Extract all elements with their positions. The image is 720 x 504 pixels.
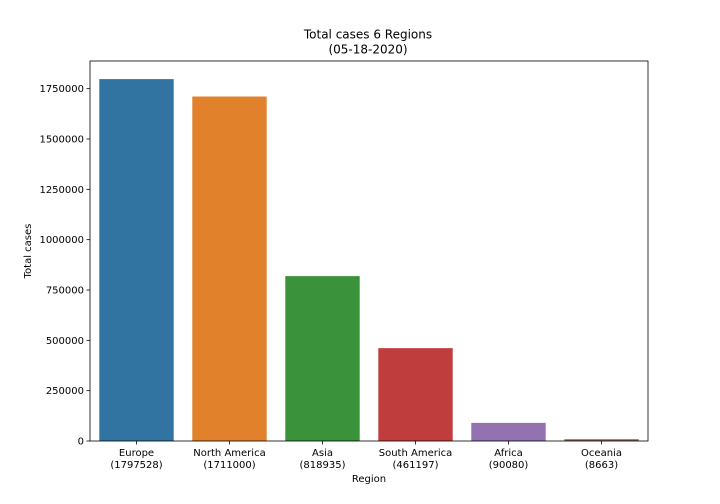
plot-frame <box>89 60 649 442</box>
y-tick-label: 1250000 <box>39 185 84 196</box>
y-tick-label: 1500000 <box>39 134 84 145</box>
bar-asia <box>285 276 360 441</box>
y-tick-label: 750000 <box>46 285 84 296</box>
x-tick-value-label: (1797528) <box>110 460 162 471</box>
y-axis-ticks: 0 250000 500000 750000 1000000 1250000 1500000… <box>39 84 90 448</box>
x-tick-label: Europe <box>119 448 154 459</box>
y-axis-label: Total cases <box>23 224 34 280</box>
x-tick-value-label: (1711000) <box>203 460 255 471</box>
x-axis-ticks: Europe(1797528) North America(1711000) Asi… <box>110 441 622 471</box>
y-tick-label: 500000 <box>46 336 84 347</box>
bar-oceania <box>564 439 639 441</box>
bar-south-america <box>378 348 453 441</box>
y-tick-label: 0 <box>78 437 84 448</box>
x-tick-label: South America <box>379 448 453 459</box>
x-tick-value-label: (90080) <box>489 460 529 471</box>
bar-africa <box>471 422 546 441</box>
chart-title: Total cases 6 Regions <box>303 28 432 42</box>
x-tick-label: Africa <box>494 448 523 459</box>
x-tick-label: North America <box>193 448 265 459</box>
bar-north-america <box>192 96 267 442</box>
y-tick-label: 1000000 <box>39 235 84 246</box>
x-tick-value-label: (461197) <box>393 460 439 471</box>
x-tick-value-label: (818935) <box>300 460 346 471</box>
x-axis-label: Region <box>352 474 386 485</box>
bar-europe <box>99 79 174 442</box>
x-tick-label: Asia <box>312 448 333 459</box>
chart-subtitle: (05-18-2020) <box>328 43 407 57</box>
x-tick-value-label: (8663) <box>585 460 618 471</box>
x-tick-label: Oceania <box>581 448 622 459</box>
y-tick-label: 1750000 <box>39 84 84 95</box>
y-tick-label: 250000 <box>46 386 84 397</box>
bars-group <box>99 79 639 442</box>
